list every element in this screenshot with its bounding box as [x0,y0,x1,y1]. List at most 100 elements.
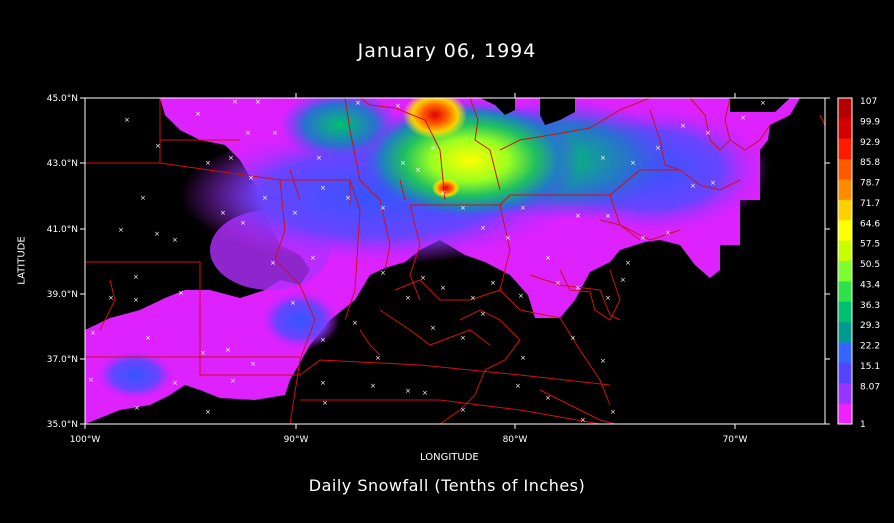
colorbar-swatch [838,362,852,384]
svg-text:×: × [440,284,446,292]
x-tick-90w: 90°W [284,435,309,445]
svg-text:×: × [580,416,586,424]
svg-text:×: × [610,408,616,416]
colorbar-label: 92.9 [860,138,880,148]
svg-text:×: × [90,329,96,337]
svg-text:×: × [320,184,326,192]
svg-text:×: × [272,129,278,137]
colorbar-swatch [838,322,852,343]
y-tick-35: 35.0°N [47,420,78,430]
svg-text:×: × [570,334,576,342]
svg-text:×: × [355,99,361,107]
x-tick-70w: 70°W [723,435,748,445]
colorbar-label: 64.6 [860,219,880,229]
svg-text:×: × [460,204,466,212]
svg-text:×: × [250,360,256,368]
colorbar-swatch [838,240,852,262]
svg-text:×: × [133,296,139,304]
svg-text:×: × [630,159,636,167]
svg-text:×: × [200,349,206,357]
svg-text:×: × [178,289,184,297]
svg-text:×: × [154,230,160,238]
svg-text:×: × [600,357,606,365]
svg-text:×: × [205,408,211,416]
svg-text:×: × [375,354,381,362]
colorbar-label: 78.7 [860,179,880,189]
svg-text:×: × [380,269,386,277]
svg-text:×: × [225,346,231,354]
svg-text:×: × [440,189,446,197]
svg-text:×: × [480,310,486,318]
colorbar-label: 36.3 [860,301,880,311]
svg-text:×: × [405,387,411,395]
svg-text:×: × [88,376,94,384]
svg-text:×: × [240,219,246,227]
y-axis-label: LATITUDE [16,236,28,285]
svg-text:×: × [470,294,476,302]
svg-text:×: × [228,154,234,162]
colorbar-label: 1 [860,420,866,430]
colorbar-swatch [838,98,852,119]
colorbar-label: 99.9 [860,117,880,127]
svg-text:×: × [520,354,526,362]
colorbar-swatch [838,220,852,242]
svg-text:×: × [422,389,428,397]
y-tick-45: 45.0°N [47,94,78,104]
colorbar-label: 43.4 [860,280,880,290]
colorbar-swatch [838,159,852,180]
colorbar-swatch [838,261,852,282]
svg-text:×: × [320,379,326,387]
svg-text:×: × [262,194,268,202]
svg-text:×: × [665,229,671,237]
svg-text:×: × [620,276,626,284]
svg-text:×: × [655,144,661,152]
map-frame: 45.0°N 43.0°N 41.0°N 39.0°N 37.0°N 35.0°… [47,93,830,445]
colorbar-label: 50.5 [860,260,880,270]
map-title: January 06, 1994 [357,40,537,62]
colorbar-frame [837,97,853,425]
colorbar-swatch [838,403,852,425]
svg-text:×: × [245,129,251,137]
svg-text:×: × [520,204,526,212]
svg-text:×: × [220,209,226,217]
svg-text:×: × [400,159,406,167]
svg-text:×: × [605,212,611,220]
colorbar-label: 85.8 [860,158,880,168]
colorbar-label: 29.3 [860,321,880,331]
colorbar-swatch [838,118,852,140]
x-tick-80w: 80°W [503,435,528,445]
y-tick-39: 39.0°N [47,290,78,300]
station-markers: ××× × ×× × ×× ××× ××× ××× ×× × ××× ××× ×× × … [88,98,766,424]
x-tick-100w: 100°W [70,435,101,445]
map-subtitle: Daily Snowfall (Tenths of Inches) [308,476,586,495]
svg-text:×: × [370,382,376,390]
svg-text:×: × [518,292,524,300]
colorbar-swatch [838,281,852,303]
colorbar: 107 99.9 92.9 85.8 78.7 71.7 64.6 57.5 50.5 43.4 3… [837,97,880,430]
svg-text:×: × [195,110,201,118]
svg-text:×: × [415,166,421,174]
svg-text:×: × [140,194,146,202]
svg-text:×: × [172,379,178,387]
colorbar-label: 8.07 [860,382,880,392]
svg-text:×: × [705,129,711,137]
svg-text:×: × [545,254,551,262]
svg-text:×: × [248,174,254,182]
svg-text:×: × [545,394,551,402]
svg-text:×: × [430,144,436,152]
svg-text:×: × [316,154,322,162]
svg-text:×: × [460,334,466,342]
svg-text:×: × [133,273,139,281]
svg-text:×: × [352,319,358,327]
svg-text:×: × [230,377,236,385]
colorbar-swatch [838,179,852,201]
svg-text:×: × [600,154,606,162]
colorbar-label: 107 [860,97,877,107]
svg-text:×: × [490,279,496,287]
svg-text:×: × [155,142,161,150]
svg-text:×: × [108,294,114,302]
svg-text:×: × [505,234,511,242]
svg-text:×: × [690,182,696,190]
svg-text:×: × [124,116,130,124]
